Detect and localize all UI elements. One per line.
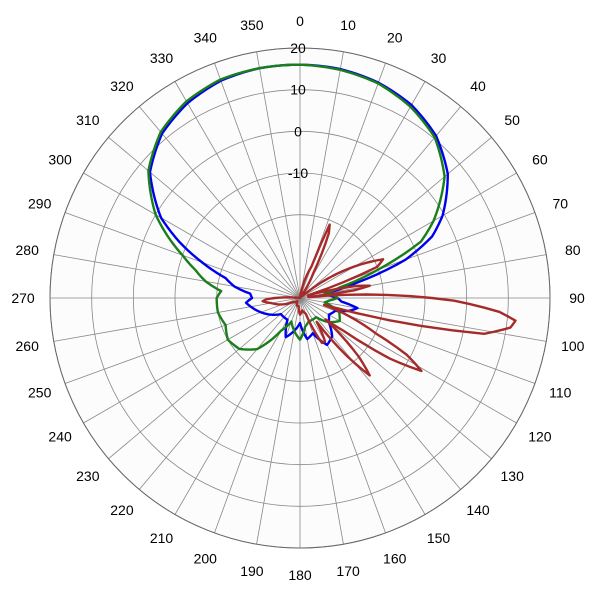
angle-tick-label: 350 xyxy=(240,17,264,33)
grid-spoke xyxy=(138,297,301,490)
grid-spoke xyxy=(299,254,547,299)
grid-spoke xyxy=(108,136,301,299)
angle-tick-label: 190 xyxy=(240,563,264,579)
grid-spoke xyxy=(83,172,301,299)
grid-spoke xyxy=(108,297,301,460)
angle-tick-label: 310 xyxy=(76,112,100,128)
radial-tick-label: 0 xyxy=(294,123,302,139)
angle-tick-label: 80 xyxy=(565,242,581,258)
grid-spoke xyxy=(299,172,517,299)
angle-tick-label: 180 xyxy=(288,567,312,583)
series-line-3 xyxy=(261,223,517,377)
angle-tick-label: 210 xyxy=(150,530,174,546)
angle-tick-label: 220 xyxy=(110,502,134,518)
angle-tick-label: 140 xyxy=(466,502,490,518)
angle-tick-label: 150 xyxy=(427,530,451,546)
angle-tick-label: 170 xyxy=(336,563,360,579)
angle-tick-label: 130 xyxy=(501,468,525,484)
angle-tick-label: 30 xyxy=(431,50,447,66)
grid-spoke xyxy=(299,297,547,342)
angle-tick-label: 160 xyxy=(383,550,407,566)
angle-tick-label: 240 xyxy=(48,429,72,445)
grid-spoke xyxy=(299,297,517,424)
radial-tick-label: -10 xyxy=(288,165,308,181)
grid-spoke xyxy=(299,297,426,515)
angle-tick-label: 40 xyxy=(470,78,486,94)
angle-tick-label: 20 xyxy=(387,30,403,46)
angle-tick-label: 10 xyxy=(340,17,356,33)
grid-spoke xyxy=(53,297,301,342)
angle-tick-label: 290 xyxy=(28,195,52,211)
series-line-1 xyxy=(148,63,449,347)
angle-tick-label: 270 xyxy=(11,290,35,306)
grid-spoke xyxy=(299,297,386,534)
grid-spoke xyxy=(138,106,301,299)
angle-tick-label: 50 xyxy=(504,112,520,128)
angle-tick-label: 340 xyxy=(194,30,218,46)
grid-spoke xyxy=(53,254,301,299)
grid-spoke xyxy=(299,51,344,299)
angle-tick-label: 60 xyxy=(532,152,548,168)
grid-spoke xyxy=(299,81,426,299)
angle-tick-label: 120 xyxy=(528,429,552,445)
angle-tick-label: 260 xyxy=(16,338,40,354)
grid-spoke xyxy=(214,62,301,299)
radial-tick-label: 20 xyxy=(290,40,306,56)
angle-tick-label: 70 xyxy=(553,195,569,211)
series-line-2 xyxy=(147,63,446,351)
grid-spoke xyxy=(256,297,301,545)
grid-spoke xyxy=(174,81,301,299)
angle-tick-label: 0 xyxy=(296,13,304,29)
angle-tick-label: 200 xyxy=(194,550,218,566)
grid-spoke xyxy=(83,297,301,424)
outer-ring xyxy=(49,47,551,549)
angle-tick-label: 110 xyxy=(549,385,572,401)
angle-tick-label: 250 xyxy=(28,385,52,401)
grid-spoke xyxy=(299,297,462,490)
angle-tick-label: 230 xyxy=(76,468,100,484)
angle-tick-label: 90 xyxy=(569,290,585,306)
angle-tick-label: 100 xyxy=(561,338,585,354)
angle-tick-label: 320 xyxy=(110,78,134,94)
radial-tick-label: 10 xyxy=(290,82,306,98)
grid-spoke xyxy=(299,136,492,299)
grid-spoke xyxy=(256,51,301,299)
angle-tick-label: 330 xyxy=(150,50,174,66)
angle-tick-label: 300 xyxy=(48,152,72,168)
angle-tick-label: 280 xyxy=(16,242,40,258)
